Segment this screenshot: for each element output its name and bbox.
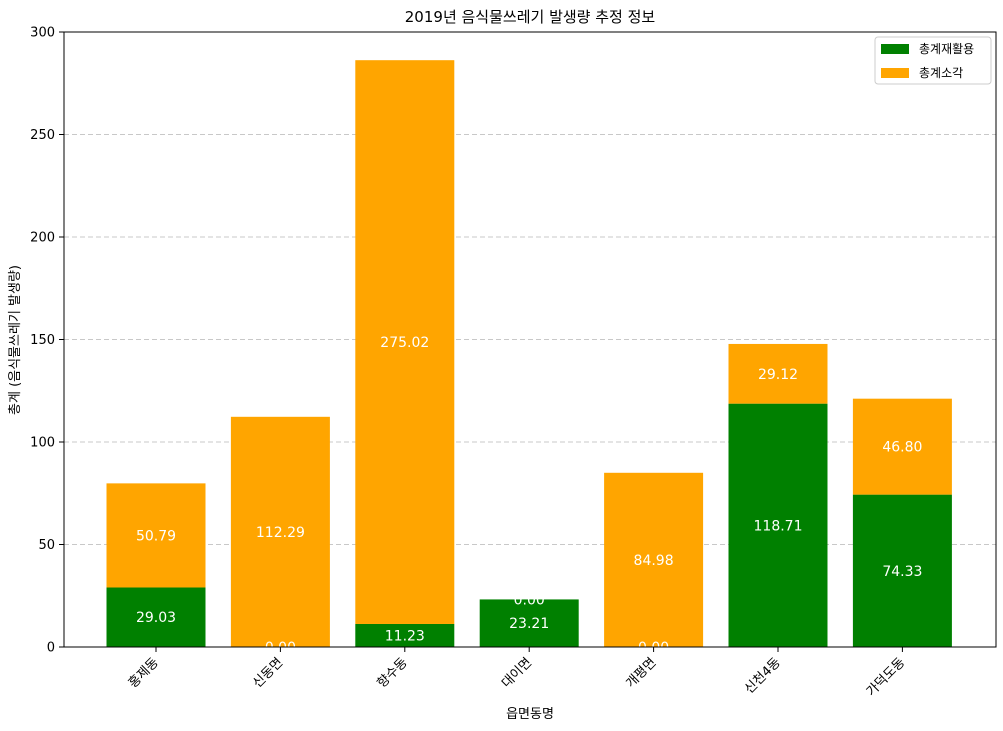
x-tick-label: 대이면 — [499, 655, 535, 691]
data-label: 84.98 — [634, 553, 674, 569]
y-tick-label: 0 — [47, 641, 55, 656]
x-axis-title: 읍면동명 — [506, 707, 554, 722]
x-tick-label: 홍제동 — [126, 655, 162, 691]
x-tick-label: 신천4동 — [742, 655, 784, 697]
data-label: 29.03 — [136, 610, 176, 626]
y-tick-label: 300 — [30, 26, 55, 41]
bar-segment-recycle — [355, 623, 455, 647]
data-label: 23.21 — [509, 616, 549, 632]
data-label: 0.00 — [514, 592, 545, 608]
bar-segment-incinerate — [852, 398, 952, 495]
x-tick-label: 신동면 — [250, 655, 286, 691]
data-label: 29.12 — [758, 367, 798, 383]
data-label: 275.02 — [380, 335, 429, 351]
x-tick-label: 개평면 — [623, 655, 659, 691]
y-tick-label: 200 — [30, 231, 55, 246]
bar-segment-recycle — [852, 494, 952, 647]
x-tick-label: 향수동 — [375, 655, 411, 691]
bar-segment-recycle — [479, 599, 579, 647]
bar-segment-incinerate — [604, 472, 704, 647]
data-label: 74.33 — [882, 564, 922, 580]
bar-segment-incinerate — [728, 343, 828, 404]
y-tick-label: 50 — [38, 538, 55, 553]
data-label: 118.71 — [754, 518, 803, 534]
y-axis-ticks: 0 50 100 150 200 250 300 — [30, 26, 64, 656]
bar-segment-recycle — [106, 587, 206, 647]
bar-segment-recycle — [728, 403, 828, 647]
data-label: 11.23 — [385, 628, 425, 644]
legend-swatch — [881, 44, 909, 54]
data-label: 50.79 — [136, 528, 176, 544]
grid-lines — [64, 134, 996, 545]
x-tick-label: 가덕도동 — [864, 655, 908, 699]
legend-label: 총계소각 — [919, 66, 963, 80]
legend-swatch — [881, 68, 909, 78]
y-axis-title: 총계 (음식물쓰레기 발생량) — [8, 265, 23, 415]
bar-segment-incinerate — [355, 60, 455, 624]
y-tick-label: 150 — [30, 333, 55, 348]
chart-title: 2019년 음식물쓰레기 발생량 추정 정보 — [405, 8, 656, 26]
x-axis-ticks: 홍제동 신동면 향수동 대이면 개평면 신천4동 가덕도동 — [126, 647, 908, 700]
bar-labels-group: 29.0350.790.00112.2911.23275.0223.210.00… — [136, 335, 922, 656]
bars-group — [106, 60, 952, 647]
y-tick-label: 250 — [30, 128, 55, 143]
data-label: 46.80 — [882, 440, 922, 456]
data-label: 112.29 — [256, 525, 305, 541]
legend-label: 총계재활용 — [919, 42, 974, 56]
bar-segment-incinerate — [230, 416, 330, 647]
y-tick-label: 100 — [30, 436, 55, 451]
bar-segment-incinerate — [106, 483, 206, 588]
